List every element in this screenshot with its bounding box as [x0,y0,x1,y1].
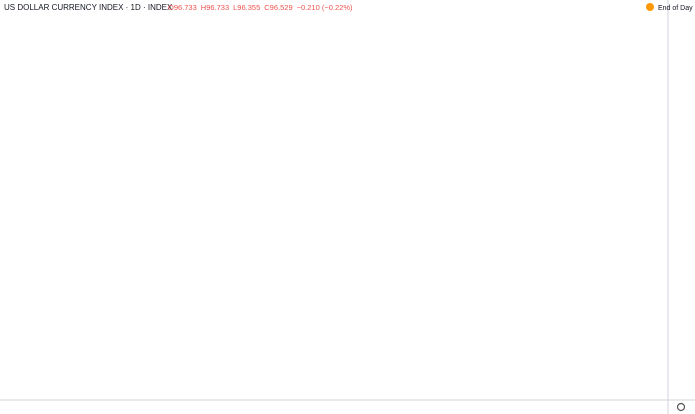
chart-title: US DOLLAR CURRENCY INDEX · 1D · INDEX [4,3,173,12]
header-stat: O96.733 [168,3,197,12]
header-stat: L96.355 [233,3,260,12]
gear[interactable] [676,402,686,412]
status: End of Day [658,5,693,12]
header-stat: −0.210 (−0.22%) [297,3,353,12]
header-stats: O96.733 H96.733 L96.355 C96.529 −0.210 (−0.2… [168,3,353,12]
header-stat: C96.529 [264,3,292,12]
header-stat: H96.733 [201,3,229,12]
status-icon [646,3,654,11]
header: US DOLLAR CURRENCY INDEX · 1D · INDEX O9… [4,3,693,12]
settings-icon[interactable] [676,402,686,412]
